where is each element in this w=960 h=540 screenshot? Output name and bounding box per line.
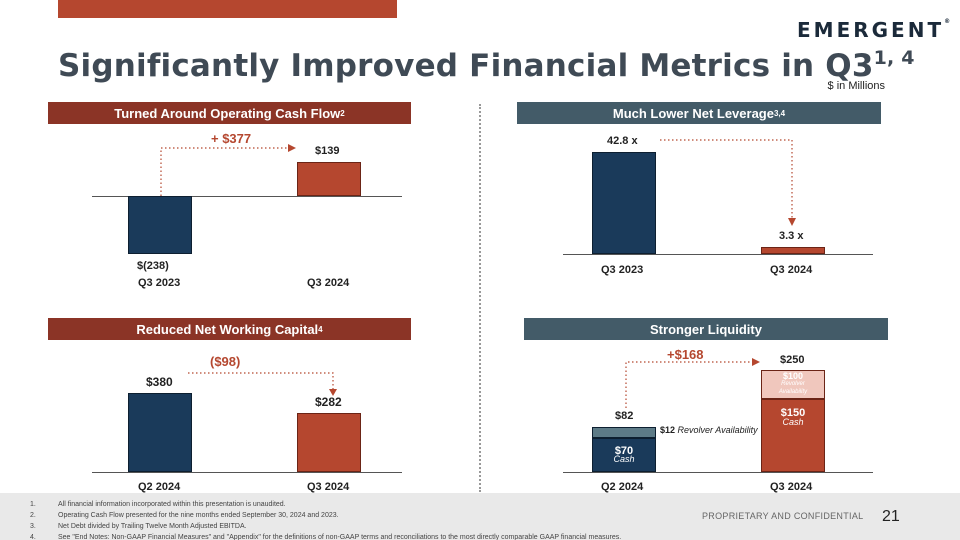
units-note: $ in Millions: [827, 80, 885, 92]
nwc-baseline: [92, 472, 402, 473]
footnote-3: 3. Net Debt divided by Trailing Twelve Mo…: [30, 523, 247, 530]
liquidity-bar-q2-cash: [592, 438, 656, 472]
leverage-cat-q3-2023: Q3 2023: [601, 264, 644, 276]
confidential-label: PROPRIETARY AND CONFIDENTIAL: [702, 511, 864, 521]
liquidity-q2-revolver-note: $12 Revolver Availability: [660, 425, 758, 435]
nwc-delta-label: ($98): [210, 354, 241, 369]
ocf-value-q3-2023: $(238): [137, 260, 169, 272]
leverage-baseline: [563, 254, 873, 255]
ocf-bar-q3-2024: [297, 162, 361, 196]
ocf-bar-q3-2023: [128, 196, 192, 254]
liquidity-bar-q3-revolver: [761, 370, 825, 399]
liquidity-q3-total: $250: [780, 354, 805, 366]
liquidity-arrow-head: [752, 358, 760, 366]
liquidity-cat-q2-2024: Q2 2024: [601, 481, 644, 493]
ocf-cat-q3-2024: Q3 2024: [307, 277, 350, 289]
footnote-4: 4. See "End Notes: Non-GAAP Financial Mea…: [30, 534, 622, 540]
leverage-value-q3-2023: 42.8 x: [607, 135, 638, 147]
liquidity-bar-q2-revolver: [592, 427, 656, 438]
ocf-arrow-head: [288, 144, 296, 152]
leverage-cat-q3-2024: Q3 2024: [770, 264, 813, 276]
company-logo: EMERGENT®: [797, 18, 951, 42]
leverage-panel-header: Much Lower Net Leverage 3,4: [517, 102, 881, 124]
leverage-bar-q3-2023: [592, 152, 656, 254]
liquidity-q3-revolver-label-2: Availability: [778, 389, 808, 395]
nwc-cat-q2-2024: Q2 2024: [138, 481, 181, 493]
nwc-value-q2-2024: $380: [146, 375, 173, 389]
liquidity-q2-cash-value: $70: [614, 445, 634, 457]
page-number: 21: [882, 508, 900, 525]
ocf-cat-q3-2023: Q3 2023: [138, 277, 181, 289]
liquidity-q3-revolver-value: $100: [782, 371, 804, 381]
liquidity-q2-cash-label: Cash: [613, 454, 635, 464]
ocf-arrow-line: [160, 147, 288, 196]
footnotes: 1. All financial information incorporated…: [30, 499, 621, 540]
leverage-value-q3-2024: 3.3 x: [779, 230, 804, 242]
nwc-value-q3-2024: $282: [315, 395, 342, 409]
slide-title: Significantly Improved Financial Metrics…: [58, 47, 915, 84]
liquidity-panel-header: Stronger Liquidity: [524, 318, 888, 340]
footnote-2: 2. Operating Cash Flow presented for the …: [30, 512, 339, 519]
top-accent-bar: [58, 0, 397, 18]
footer-band: [0, 493, 960, 540]
liquidity-q2-total: $82: [615, 410, 634, 422]
liquidity-delta-label: +$168: [667, 347, 704, 362]
liquidity-q2-revolver-value: $12: [660, 425, 676, 435]
nwc-panel-header: Reduced Net Working Capital 4: [48, 318, 411, 340]
liquidity-q3-cash-value: $150: [780, 407, 806, 419]
ocf-panel-header: Turned Around Operating Cash Flow 2: [48, 102, 411, 124]
liquidity-bar-q3-cash: [761, 399, 825, 472]
nwc-bar-q2-2024: [128, 393, 192, 472]
leverage-arrow-line: [660, 139, 793, 218]
liquidity-q2-revolver-label: Revolver Availability: [677, 425, 758, 435]
nwc-arrow-line: [188, 372, 334, 389]
liquidity-q3-cash-label: Cash: [782, 417, 804, 427]
liquidity-q3-revolver-label-1: Revolver: [781, 381, 805, 387]
ocf-value-q3-2024: $139: [315, 145, 340, 157]
leverage-arrow-head: [788, 218, 796, 226]
liquidity-cat-q3-2024: Q3 2024: [770, 481, 813, 493]
liquidity-arrow-line: [625, 361, 752, 408]
nwc-bar-q3-2024: [297, 413, 361, 472]
ocf-delta-label: + $377: [211, 131, 252, 146]
panel-divider: [479, 104, 481, 492]
leverage-bar-q3-2024: [761, 247, 825, 254]
footnote-1: 1. All financial information incorporated…: [30, 501, 286, 508]
nwc-cat-q3-2024: Q3 2024: [307, 481, 350, 493]
ocf-baseline: [92, 196, 402, 197]
liquidity-baseline: [563, 472, 873, 473]
